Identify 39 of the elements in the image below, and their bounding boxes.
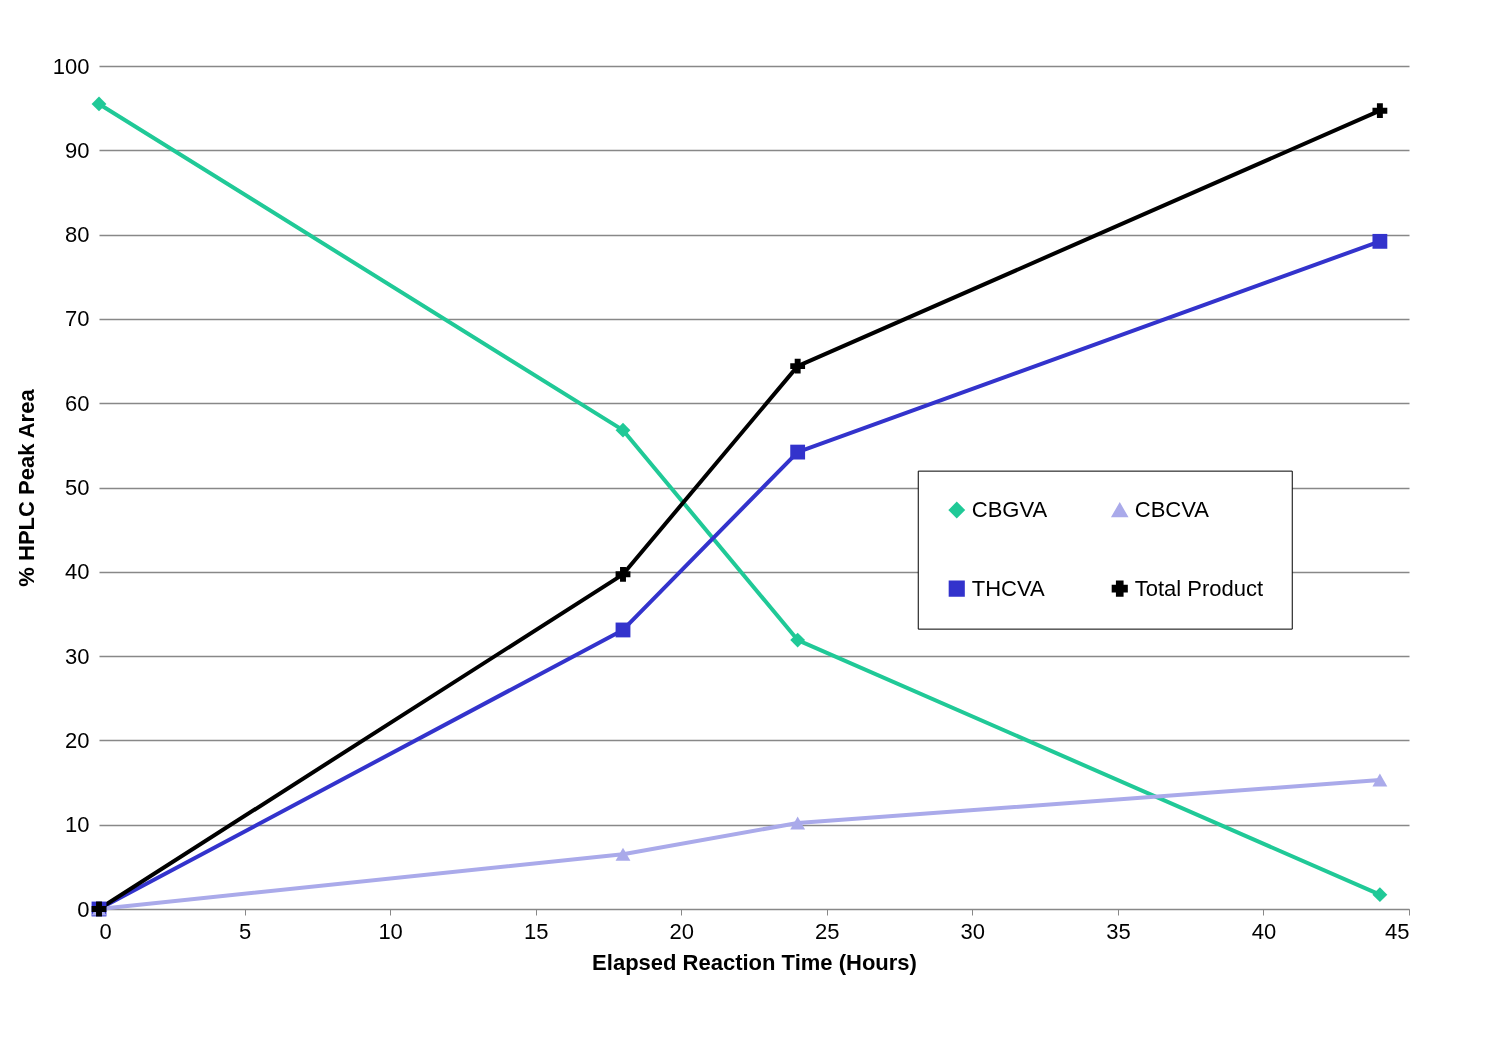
legend-label: THCVA bbox=[971, 575, 1045, 601]
y-tick-label: 80 bbox=[65, 222, 90, 248]
point bbox=[1372, 233, 1388, 249]
point bbox=[1372, 103, 1388, 119]
point bbox=[790, 632, 806, 648]
legend-label: CBGVA bbox=[971, 497, 1048, 523]
y-tick-label: 10 bbox=[65, 812, 90, 838]
x-tick-label: 30 bbox=[960, 918, 986, 944]
x-tick-label: 15 bbox=[523, 918, 549, 944]
x-tick-label: 35 bbox=[1106, 918, 1131, 944]
point bbox=[615, 422, 631, 438]
y-tick-label: 40 bbox=[65, 559, 90, 585]
legend-label: CBCVA bbox=[1134, 497, 1210, 523]
y-tick-label: 60 bbox=[65, 390, 90, 416]
x-axis-title: Elapsed Reaction Time (Hours) bbox=[592, 949, 917, 975]
x-tick-label: 10 bbox=[378, 918, 403, 944]
point bbox=[790, 358, 806, 374]
y-tick-label: 70 bbox=[65, 306, 90, 332]
y-tick-label: 50 bbox=[65, 475, 90, 500]
legend-label: Total Product bbox=[1134, 575, 1264, 601]
point bbox=[615, 847, 631, 861]
x-tick-label: 0 bbox=[99, 918, 112, 944]
x-tick-label: 5 bbox=[238, 918, 252, 944]
x-tick-label: 20 bbox=[669, 918, 694, 944]
point bbox=[1372, 773, 1388, 787]
point bbox=[790, 816, 806, 830]
y-tick-label: 0 bbox=[77, 896, 90, 922]
point bbox=[615, 566, 631, 582]
y-tick-label: 20 bbox=[65, 727, 90, 753]
y-tick-label: 100 bbox=[52, 53, 90, 79]
x-tick-label: 45 bbox=[1385, 918, 1410, 944]
y-tick-label: 30 bbox=[65, 643, 90, 669]
point bbox=[790, 444, 806, 460]
x-tick-label: 40 bbox=[1251, 918, 1277, 944]
y-tick-label: 90 bbox=[65, 137, 90, 163]
point bbox=[91, 96, 107, 112]
x-tick-label: 25 bbox=[815, 918, 840, 944]
point bbox=[1372, 887, 1388, 903]
y-axis-title: % HPLC Peak Area bbox=[13, 388, 39, 587]
